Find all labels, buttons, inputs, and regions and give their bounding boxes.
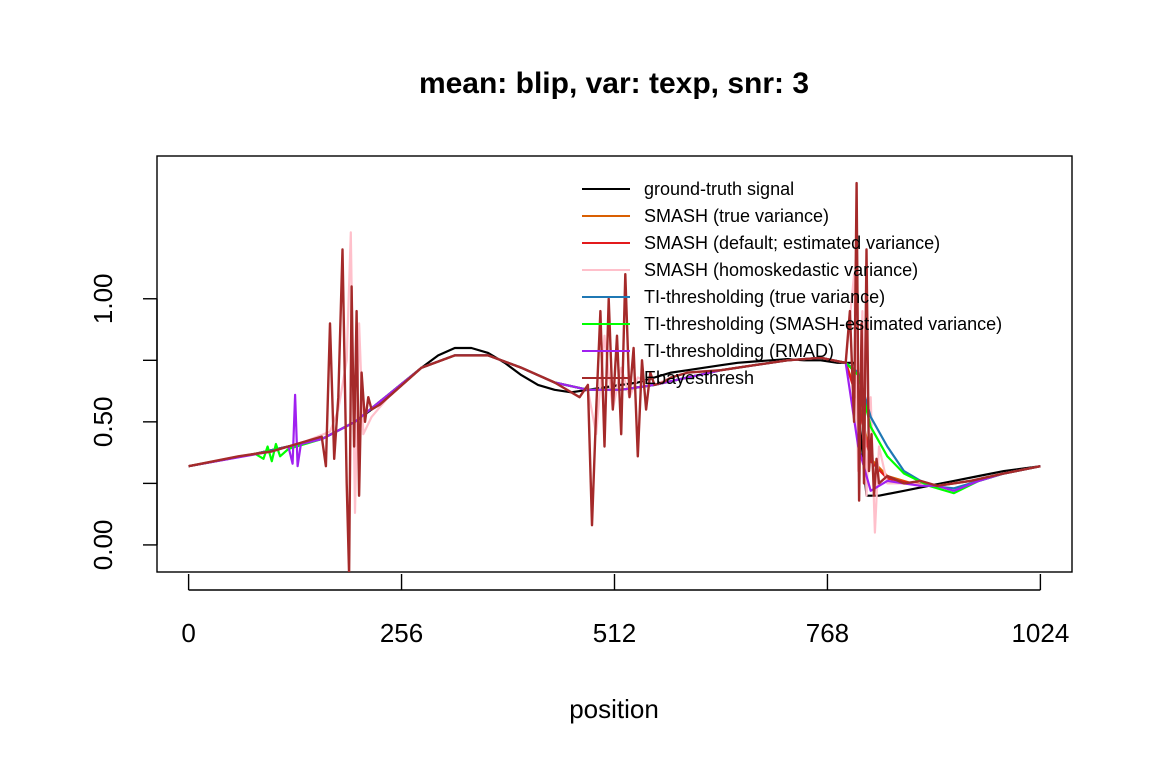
legend: ground-truth signal SMASH (true variance)…: [582, 179, 1002, 388]
legend-label: SMASH (homoskedastic variance): [644, 260, 918, 280]
x-tick-label: 0: [181, 618, 195, 648]
series-line-7: [188, 354, 1041, 492]
x-tick-label: 256: [380, 618, 423, 648]
legend-label: TI-thresholding (SMASH-estimated varianc…: [644, 314, 1002, 334]
legend-label: ground-truth signal: [644, 179, 794, 199]
x-axis-label: position: [569, 694, 659, 724]
legend-label: SMASH (default; estimated variance): [644, 233, 940, 253]
y-tick-label: 0.50: [88, 396, 118, 447]
y-axis: 0.00 0.50 1.00: [88, 273, 158, 571]
legend-label: Ebayesthresh: [644, 368, 754, 388]
legend-label: SMASH (true variance): [644, 206, 829, 226]
x-axis: 0 256 512 768 1024: [181, 574, 1069, 648]
x-tick-label: 512: [593, 618, 636, 648]
series-line-8: [188, 181, 1041, 572]
series-layer: [188, 181, 1041, 572]
y-tick-label: 0.00: [88, 520, 118, 571]
y-tick-label: 1.00: [88, 273, 118, 324]
x-tick-label: 1024: [1011, 618, 1069, 648]
x-tick-label: 768: [806, 618, 849, 648]
legend-label: TI-thresholding (true variance): [644, 287, 885, 307]
legend-label: TI-thresholding (RMAD): [644, 341, 834, 361]
chart-title: mean: blip, var: texp, snr: 3: [419, 67, 809, 100]
